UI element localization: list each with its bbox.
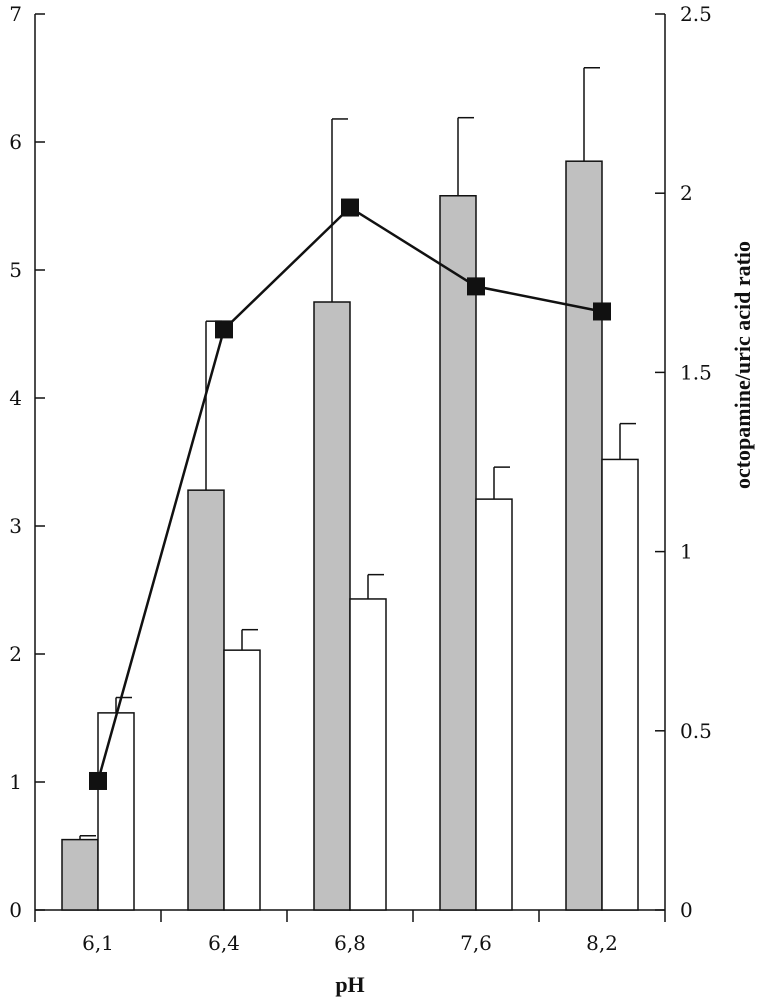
bar-series-1 (439, 195, 477, 911)
bar-series-2 (223, 649, 261, 911)
plot-area: 0 1 2 3 4 5 6 7 0 0.5 1 1.5 2 2.5 6,1 6,4 6,8 7,6 8,2 (9, 2, 712, 955)
left-tick-label: 3 (9, 514, 22, 538)
bar-series-2 (475, 498, 513, 911)
ratio-marker (341, 198, 359, 217)
bar-series-2 (97, 712, 135, 911)
bar-series-1 (565, 160, 603, 911)
right-tick-label: 2 (680, 181, 693, 205)
right-tick-label: 1 (680, 540, 693, 564)
x-tick-label: 6,1 (82, 931, 114, 955)
right-tick-label: 0.5 (680, 719, 712, 743)
x-axis-title: pH (335, 972, 364, 997)
bar-series-2 (601, 458, 639, 911)
bar-series-1 (61, 838, 99, 911)
left-tick-label: 0 (9, 898, 22, 922)
right-axis-title: octopamine/uric acid ratio (730, 241, 755, 489)
x-tick-label: 7,6 (460, 931, 492, 955)
ratio-marker (89, 771, 107, 790)
bar-series-1 (187, 489, 225, 911)
left-tick-label: 2 (9, 642, 22, 666)
bar-series-1 (313, 301, 351, 911)
x-tick-label: 8,2 (586, 931, 618, 955)
left-tick-label: 1 (9, 770, 22, 794)
right-tick-label: 2.5 (680, 2, 712, 26)
left-tick-label: 5 (9, 258, 22, 282)
left-tick-label: 4 (9, 386, 22, 410)
ratio-marker (215, 320, 233, 339)
x-tick-label: 6,8 (334, 931, 366, 955)
left-tick-label: 6 (9, 130, 22, 154)
left-tick-label: 7 (9, 2, 22, 26)
bar-series-2 (349, 598, 387, 911)
x-tick-label: 6,4 (208, 931, 240, 955)
ratio-marker (593, 302, 611, 321)
right-tick-label: 1.5 (680, 360, 712, 384)
ratio-marker (467, 277, 485, 296)
right-tick-label: 0 (680, 898, 693, 922)
